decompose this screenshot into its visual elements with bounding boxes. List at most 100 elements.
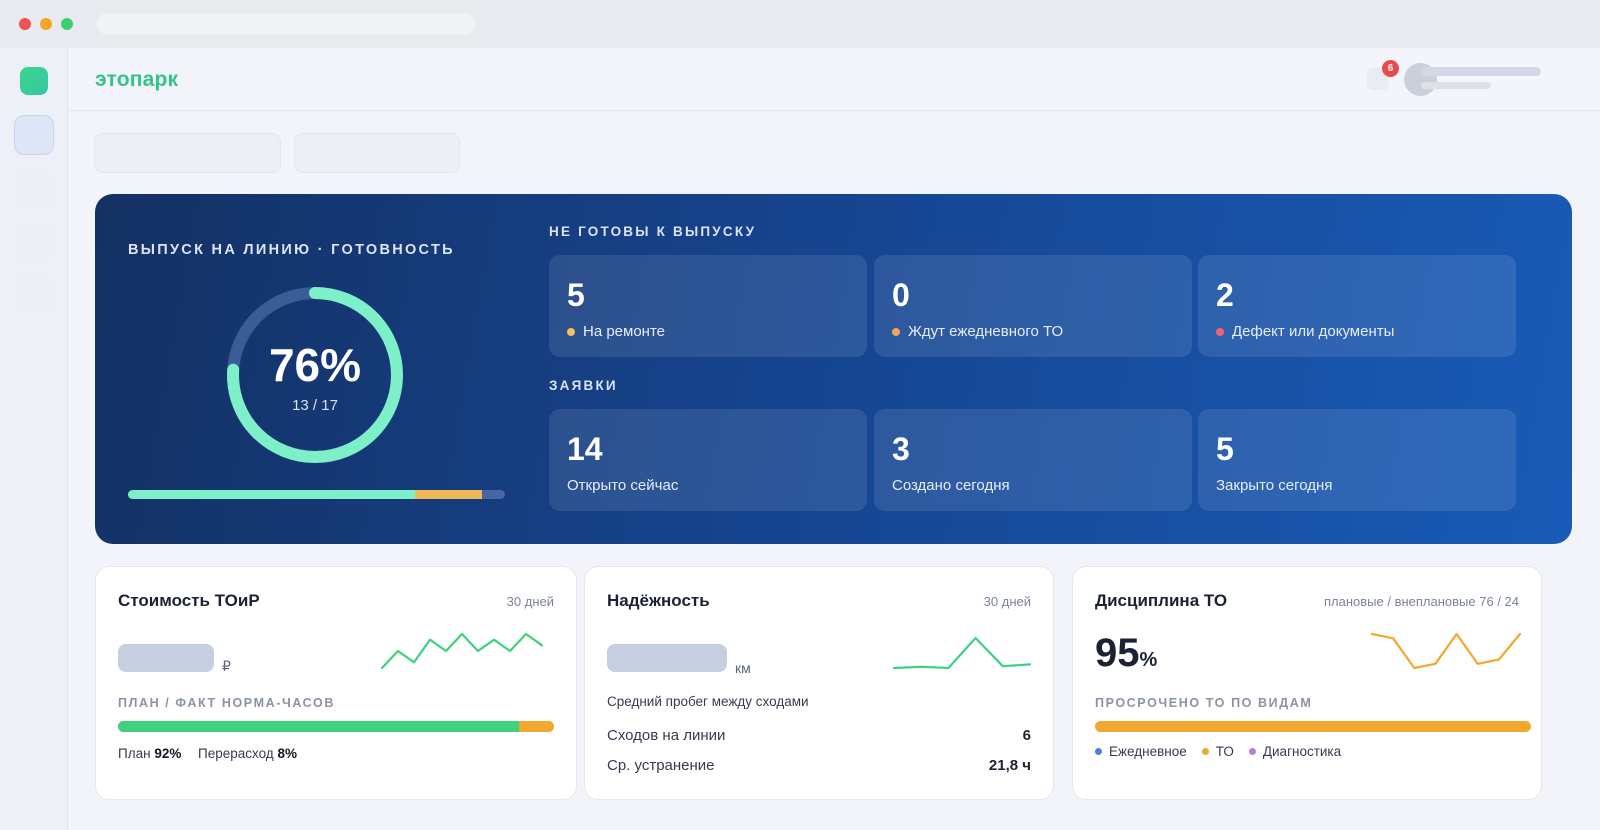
discipline-sparkline: [1370, 632, 1522, 670]
user-role-placeholder: [1421, 82, 1491, 89]
address-bar[interactable]: [97, 13, 475, 35]
overrun-segment: [519, 721, 554, 732]
top-bar: этопарк 6: [69, 48, 1600, 111]
sidebar-item[interactable]: [14, 222, 54, 262]
ring-progress-arc: [227, 287, 403, 463]
stat-in-repair[interactable]: 5 На ремонте: [549, 255, 867, 357]
stat-label: Ждут ежедневного ТО: [908, 323, 1064, 340]
sidebar-item[interactable]: [14, 274, 54, 314]
status-dot-icon: [1216, 327, 1224, 336]
overdue-title: ПРОСРОЧЕНО ТО ПО ВИДАМ: [1095, 696, 1313, 710]
requests-title: ЗАЯВКИ: [549, 378, 618, 393]
legend-item: ТО: [1201, 744, 1234, 759]
app-logo-icon[interactable]: [20, 67, 48, 95]
readiness-percent: 76%: [268, 339, 362, 391]
cost-card[interactable]: Стоимость ТОиР 30 дней ₽ ПЛАН / ФАКТ НОР…: [95, 566, 577, 800]
stat-closed-today[interactable]: 5 Закрыто сегодня: [1198, 409, 1516, 511]
sparkline-path: [1370, 632, 1522, 670]
cost-value-placeholder: [118, 644, 214, 672]
stat-label: Открыто сейчас: [567, 477, 679, 494]
reliability-sparkline: [892, 636, 1032, 670]
discipline-unit: %: [1139, 649, 1158, 671]
sidebar-item[interactable]: [14, 170, 54, 210]
overdue-bar: [1095, 721, 1531, 732]
plan-value: 92%: [154, 746, 182, 761]
minimize-window-icon[interactable]: [40, 18, 52, 30]
browser-chrome: [0, 0, 1600, 48]
card-title: Дисциплина ТО: [1095, 591, 1228, 610]
legend-dot-icon: [1095, 748, 1102, 755]
mileage-value-placeholder: [607, 644, 727, 672]
notifications-badge: 6: [1382, 60, 1399, 77]
planned-unplanned-ratio: плановые / внеплановые 76 / 24: [1323, 594, 1519, 609]
plan-stat: План 92%: [118, 746, 181, 761]
stat-awaiting-daily-service[interactable]: 0 Ждут ежедневного ТО: [874, 255, 1192, 357]
service-discipline-card[interactable]: Дисциплина ТО плановые / внеплановые 76 …: [1072, 566, 1542, 800]
sidebar: [0, 48, 68, 830]
stat-value: 0: [892, 277, 910, 313]
legend-label: Диагностика: [1262, 744, 1342, 759]
cost-sparkline: [380, 632, 544, 670]
not-ready-title: НЕ ГОТОВЫ К ВЫПУСКУ: [549, 224, 757, 239]
stat-defect-or-documents[interactable]: 2 Дефект или документы: [1198, 255, 1516, 357]
legend-dot-icon: [1248, 748, 1256, 755]
overrun-label: Перерасход: [198, 746, 274, 761]
stat-label: Закрыто сегодня: [1216, 477, 1333, 494]
progress-repair-segment: [414, 490, 483, 499]
stat-created-today[interactable]: 3 Создано сегодня: [874, 409, 1192, 511]
close-window-icon[interactable]: [19, 18, 31, 30]
plan-label: План: [118, 746, 151, 761]
filter-select[interactable]: [294, 133, 460, 173]
avg-fix-value: 21,8 ч: [988, 757, 1031, 774]
card-period: 30 дней: [506, 594, 554, 609]
filter-select[interactable]: [94, 133, 281, 173]
legend-dot-icon: [1201, 748, 1209, 755]
plan-fact-title: ПЛАН / ФАКТ НОРМА-ЧАСОВ: [118, 696, 335, 710]
stat-value: 5: [1216, 431, 1234, 467]
reliability-subtitle: Средний пробег между сходами: [607, 694, 809, 709]
stat-label: На ремонте: [583, 323, 666, 340]
plan-segment: [118, 721, 520, 732]
plan-fact-bar: [118, 721, 554, 732]
card-title: Стоимость ТОиР: [118, 591, 260, 610]
legend-item: Диагностика: [1248, 744, 1342, 759]
legend-label: Ежедневное: [1109, 744, 1187, 759]
legend-item: Ежедневное: [1095, 744, 1187, 759]
readiness-fraction: 13 / 17: [292, 397, 338, 414]
overrun-stat: Перерасход 8%: [198, 746, 297, 761]
stat-label: Дефект или документы: [1232, 323, 1395, 340]
stat-value: 2: [1216, 277, 1234, 313]
breakdowns-label: Сходов на линии: [607, 727, 726, 744]
discipline-number: 95: [1095, 631, 1140, 675]
sidebar-item-active[interactable]: [14, 115, 54, 155]
sparkline-path: [892, 636, 1032, 670]
user-name-placeholder: [1421, 67, 1541, 76]
stat-value: 14: [567, 431, 603, 467]
stat-label-row: Ждут ежедневного ТО: [892, 323, 1063, 340]
stat-open-now[interactable]: 14 Открыто сейчас: [549, 409, 867, 511]
status-dot-icon: [567, 327, 575, 336]
overrun-value: 8%: [277, 746, 297, 761]
legend-label: ТО: [1215, 744, 1234, 759]
status-dot-icon: [892, 327, 900, 336]
progress-ready-segment: [128, 490, 415, 499]
sparkline-path: [380, 632, 544, 670]
breakdowns-value: 6: [1022, 727, 1031, 744]
mileage-unit: км: [735, 660, 751, 676]
maximize-window-icon[interactable]: [61, 18, 73, 30]
readiness-ring: [227, 287, 403, 463]
stat-value: 3: [892, 431, 910, 467]
stat-label-row: На ремонте: [567, 323, 665, 340]
discipline-value: 95%: [1095, 631, 1157, 676]
stat-label-row: Дефект или документы: [1216, 323, 1394, 340]
readiness-panel: ВЫПУСК НА ЛИНИЮ · ГОТОВНОСТЬ 76% 13 / 17…: [95, 194, 1572, 544]
overdue-legend: Ежедневное ТО Диагностика: [1095, 744, 1341, 759]
stat-value: 5: [567, 277, 585, 313]
reliability-card[interactable]: Надёжность 30 дней км Средний пробег меж…: [584, 566, 1054, 800]
stat-label: Создано сегодня: [892, 477, 1010, 494]
card-title: Надёжность: [607, 591, 710, 610]
brand-name[interactable]: этопарк: [95, 68, 179, 91]
main-area: этопарк 6 ВЫПУСК НА ЛИНИЮ · ГОТОВНОСТЬ 7…: [69, 48, 1600, 830]
currency-unit: ₽: [222, 658, 231, 674]
readiness-progress-bar: [128, 490, 505, 499]
